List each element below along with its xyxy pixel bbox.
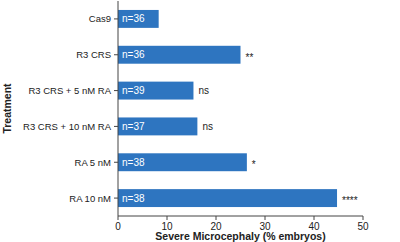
- significance-label: *: [252, 159, 256, 170]
- y-axis-title: Treatment: [1, 83, 13, 134]
- category-label: R3 CRS + 5 nM RA: [28, 85, 111, 96]
- x-tick: [314, 216, 315, 220]
- n-label: n=38: [122, 193, 145, 204]
- category-label: RA 5 nM: [75, 157, 112, 168]
- x-axis-title: Severe Microcephaly (% embryos): [155, 230, 325, 242]
- chart-container: n=36n=36**n=39nsn=37nsn=38*n=38****01020…: [0, 0, 400, 242]
- y-axis-line: [118, 1, 119, 216]
- x-tick: [363, 216, 364, 220]
- x-tick-label: 0: [115, 221, 121, 232]
- significance-label: ****: [342, 195, 358, 206]
- n-label: n=37: [122, 121, 145, 132]
- n-label: n=38: [122, 157, 145, 168]
- bar: [118, 189, 337, 207]
- n-label: n=39: [122, 85, 145, 96]
- significance-label: ns: [202, 121, 213, 132]
- significance-label: **: [246, 52, 254, 63]
- chart-svg: n=36n=36**n=39nsn=37nsn=38*n=38****01020…: [0, 0, 400, 242]
- n-label: n=36: [122, 49, 145, 60]
- y-tick: [114, 198, 118, 199]
- bar: [118, 82, 193, 100]
- y-tick: [114, 90, 118, 91]
- category-label: Cas9: [89, 13, 111, 24]
- n-label: n=36: [122, 13, 145, 24]
- y-tick: [114, 126, 118, 127]
- category-label: RA 10 nM: [69, 193, 111, 204]
- x-tick: [118, 216, 119, 220]
- category-label: R3 CRS + 10 nM RA: [23, 121, 112, 132]
- bar: [118, 153, 247, 171]
- x-tick: [167, 216, 168, 220]
- y-tick: [114, 54, 118, 55]
- y-tick: [114, 18, 118, 19]
- bar: [118, 10, 159, 28]
- x-tick: [216, 216, 217, 220]
- category-label: R3 CRS: [76, 49, 111, 60]
- y-tick: [114, 162, 118, 163]
- x-tick-label: 50: [357, 221, 369, 232]
- bars: [118, 10, 337, 207]
- significance-label: ns: [198, 85, 209, 96]
- x-tick: [265, 216, 266, 220]
- bar: [118, 46, 241, 64]
- bar: [118, 117, 197, 135]
- x-axis-line: [118, 216, 363, 217]
